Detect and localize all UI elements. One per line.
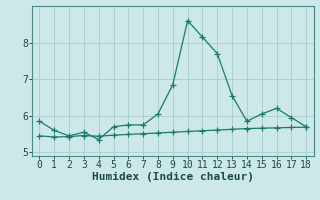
X-axis label: Humidex (Indice chaleur): Humidex (Indice chaleur): [92, 172, 254, 182]
